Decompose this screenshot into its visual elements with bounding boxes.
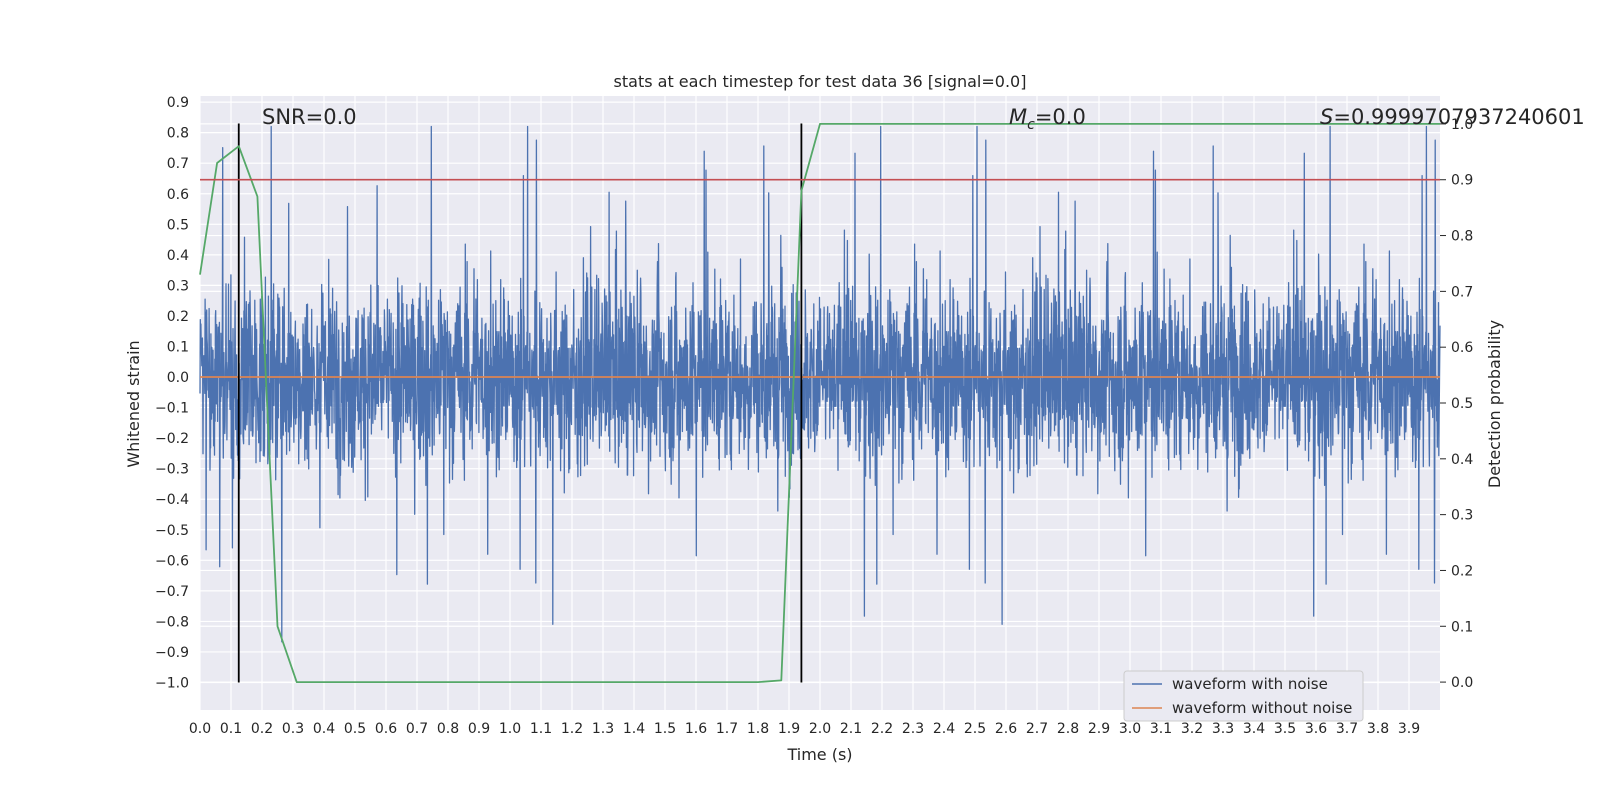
y-tick-label-4: 0.5 <box>167 217 189 233</box>
x-tick-label-6: 0.6 <box>375 721 397 737</box>
chirp-mass-value: =0.0 <box>1035 105 1086 129</box>
x-tick-label-28: 2.8 <box>1057 721 1079 737</box>
y2-tick-label-8: 0.8 <box>1451 229 1473 245</box>
x-tick-label-4: 0.4 <box>313 721 335 737</box>
y-axis-label: Whitened strain <box>124 340 143 467</box>
x-tick-label-18: 1.8 <box>747 721 769 737</box>
x-tick-label-23: 2.3 <box>902 721 924 737</box>
x-tick-label-9: 0.9 <box>468 721 490 737</box>
y2-tick-label-7: 0.7 <box>1451 284 1473 300</box>
chart-title: stats at each timestep for test data 36 … <box>614 72 1027 91</box>
x-tick-label-36: 3.6 <box>1305 721 1327 737</box>
chirp-mass-annotation: Mc=0.0 <box>1009 105 1086 133</box>
y-tick-label-6: 0.3 <box>167 278 189 294</box>
x-tick-label-14: 1.4 <box>623 721 645 737</box>
vertical-markers <box>237 123 803 683</box>
x-tick-label-8: 0.8 <box>437 721 459 737</box>
noisy-waveform <box>199 125 1441 643</box>
s-value: =0.9999707937240601 <box>1333 105 1584 129</box>
y-tick-label-5: 0.4 <box>167 248 189 264</box>
x-tick-label-16: 1.6 <box>685 721 707 737</box>
y-tick-label-11: −0.2 <box>155 431 189 447</box>
y2-tick-label-3: 0.3 <box>1451 508 1473 524</box>
x-tick-label-19: 1.9 <box>778 721 800 737</box>
y-tick-label-8: 0.1 <box>167 339 189 355</box>
snr-annotation: SNR=0.0 <box>262 105 357 129</box>
x-tick-label-29: 2.9 <box>1088 721 1110 737</box>
legend-box <box>1123 670 1364 722</box>
legend: waveform with noise waveform without noi… <box>1123 670 1364 722</box>
x-tick-label-25: 2.5 <box>964 721 986 737</box>
x-tick-label-12: 1.2 <box>561 721 583 737</box>
chirp-mass-symbol: M <box>1009 105 1027 129</box>
x-tick-label-26: 2.6 <box>995 721 1017 737</box>
x-tick-label-3: 0.3 <box>282 721 304 737</box>
x-tick-label-38: 3.8 <box>1367 721 1389 737</box>
y2-tick-label-0: 0.0 <box>1451 675 1473 691</box>
x-tick-label-31: 3.1 <box>1150 721 1172 737</box>
s-annotation: S=0.9999707937240601 <box>1320 105 1585 129</box>
y2-tick-label-9: 0.9 <box>1451 173 1473 189</box>
x-tick-labels: 0.0 0.1 0.2 0.3 0.4 0.5 0.6 0.7 0.8 0.9 1.0 1.1 1.2 1… <box>189 721 1420 737</box>
y-tick-labels: 0.9 0.8 0.7 0.6 0.5 0.4 0.3 0.2 0.1 0.0 −0.1 −0.2 −0… <box>155 95 189 691</box>
x-tick-label-0: 0.0 <box>189 721 211 737</box>
y-tick-label-10: −0.1 <box>155 401 189 417</box>
y-tick-label-12: −0.3 <box>155 462 189 478</box>
legend-label-clean: waveform without noise <box>1172 699 1352 717</box>
x-tick-label-30: 3.0 <box>1119 721 1141 737</box>
y-tick-label-1: 0.8 <box>167 126 189 142</box>
x-tick-label-11: 1.1 <box>530 721 552 737</box>
y-tick-label-18: −0.9 <box>155 645 189 661</box>
x-tick-label-15: 1.5 <box>654 721 676 737</box>
y-tick-label-9: 0.0 <box>167 370 189 386</box>
x-tick-label-34: 3.4 <box>1243 721 1265 737</box>
series-waveform-with-noise <box>199 125 1441 643</box>
x-tick-label-20: 2.0 <box>809 721 831 737</box>
y-tick-label-2: 0.7 <box>167 156 189 172</box>
legend-label-noisy: waveform with noise <box>1172 675 1328 693</box>
y-tick-label-17: −0.8 <box>155 614 189 630</box>
y-tick-label-7: 0.2 <box>167 309 189 325</box>
x-tick-label-21: 2.1 <box>840 721 862 737</box>
y2-tick-labels: 0.0 0.1 0.2 0.3 0.4 0.5 0.6 0.7 0.8 0.9 1.0 <box>1440 117 1473 691</box>
x-tick-label-2: 0.2 <box>251 721 273 737</box>
y2-tick-label-1: 0.1 <box>1451 619 1473 635</box>
x-tick-label-39: 3.9 <box>1398 721 1420 737</box>
x-tick-label-32: 3.2 <box>1181 721 1203 737</box>
x-tick-label-10: 1.0 <box>499 721 521 737</box>
y2-tick-label-10: 1.0 <box>1451 117 1473 133</box>
x-tick-label-5: 0.5 <box>344 721 366 737</box>
y-tick-label-14: −0.5 <box>155 523 189 539</box>
y-tick-label-19: −1.0 <box>155 676 189 692</box>
x-tick-label-33: 3.3 <box>1212 721 1234 737</box>
y2-tick-label-5: 0.5 <box>1451 396 1473 412</box>
y2-tick-label-4: 0.4 <box>1451 452 1473 468</box>
chirp-mass-subscript: c <box>1027 117 1035 133</box>
x-axis-label: Time (s) <box>786 745 852 764</box>
y2-tick-label-6: 0.6 <box>1451 340 1473 356</box>
y2-axis-label: Detection probability <box>1485 320 1504 488</box>
y-tick-label-16: −0.7 <box>155 584 189 600</box>
s-symbol: S <box>1320 105 1333 129</box>
x-tick-label-1: 0.1 <box>220 721 242 737</box>
x-tick-label-24: 2.4 <box>933 721 955 737</box>
x-tick-label-17: 1.7 <box>716 721 738 737</box>
x-tick-label-22: 2.2 <box>871 721 893 737</box>
x-tick-label-27: 2.7 <box>1026 721 1048 737</box>
x-tick-label-7: 0.7 <box>406 721 428 737</box>
x-tick-label-13: 1.3 <box>592 721 614 737</box>
y-tick-label-3: 0.6 <box>167 187 189 203</box>
y-tick-label-0: 0.9 <box>167 95 189 111</box>
y-tick-label-15: −0.6 <box>155 553 189 569</box>
x-tick-label-35: 3.5 <box>1274 721 1296 737</box>
y2-tick-label-2: 0.2 <box>1451 563 1473 579</box>
x-tick-label-37: 3.7 <box>1336 721 1358 737</box>
y-tick-label-13: −0.4 <box>155 492 189 508</box>
